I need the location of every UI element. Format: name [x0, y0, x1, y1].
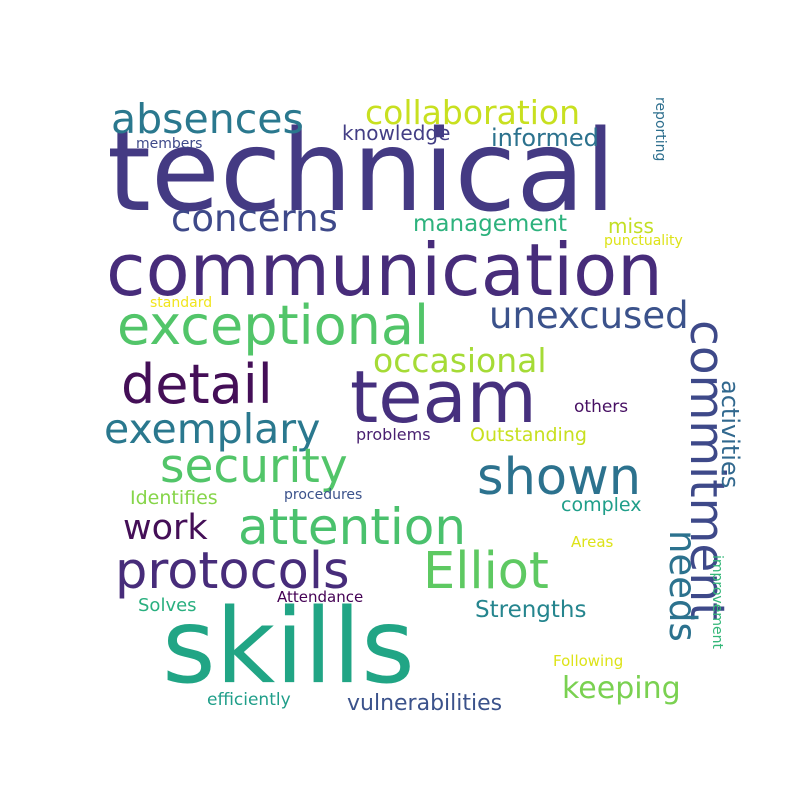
- word-attendance: Attendance: [277, 588, 363, 606]
- word-standard: standard: [150, 295, 212, 311]
- word-procedures: procedures: [284, 487, 362, 503]
- word-security: security: [160, 439, 348, 494]
- word-efficiently: efficiently: [207, 690, 291, 710]
- word-punctuality: punctuality: [604, 233, 683, 249]
- word-keeping: keeping: [562, 671, 681, 706]
- word-following: Following: [553, 652, 623, 670]
- word-others: others: [574, 397, 628, 417]
- word-exemplary: exemplary: [104, 405, 320, 453]
- word-improvement: improvement: [709, 555, 725, 649]
- word-miss: miss: [608, 214, 654, 238]
- word-identifies: Identifies: [130, 487, 218, 509]
- word-unexcused: unexcused: [489, 294, 689, 337]
- word-activities: activities: [716, 380, 744, 488]
- word-needs: needs: [661, 530, 704, 642]
- word-technical: technical: [107, 107, 616, 237]
- word-detail: detail: [121, 353, 273, 416]
- word-protocols: protocols: [115, 542, 350, 601]
- word-occasional: occasional: [373, 341, 547, 380]
- word-reporting: reporting: [652, 97, 668, 161]
- word-exceptional: exceptional: [117, 294, 429, 357]
- word-commitment: commitment: [679, 320, 734, 621]
- word-work: work: [123, 508, 208, 548]
- word-concerns: concerns: [171, 197, 338, 240]
- word-knowledge: knowledge: [342, 121, 450, 145]
- word-shown: shown: [477, 448, 641, 507]
- word-attention: attention: [238, 498, 466, 556]
- word-complex: complex: [561, 494, 642, 516]
- word-management: management: [413, 211, 567, 237]
- word-problems: problems: [356, 425, 431, 444]
- word-absences: absences: [111, 95, 304, 143]
- word-elliot: Elliot: [423, 542, 549, 601]
- word-solves: Solves: [138, 595, 197, 616]
- word-skills: skills: [162, 587, 415, 707]
- word-informed: informed: [491, 124, 599, 152]
- word-vulnerabilities: vulnerabilities: [347, 691, 502, 716]
- word-collaboration: collaboration: [365, 93, 580, 132]
- word-team: team: [350, 355, 537, 439]
- word-strengths: Strengths: [475, 597, 586, 623]
- word-areas: Areas: [571, 533, 614, 551]
- word-members: members: [136, 136, 202, 152]
- word-communication: communication: [106, 228, 663, 312]
- word-outstanding: Outstanding: [470, 424, 587, 446]
